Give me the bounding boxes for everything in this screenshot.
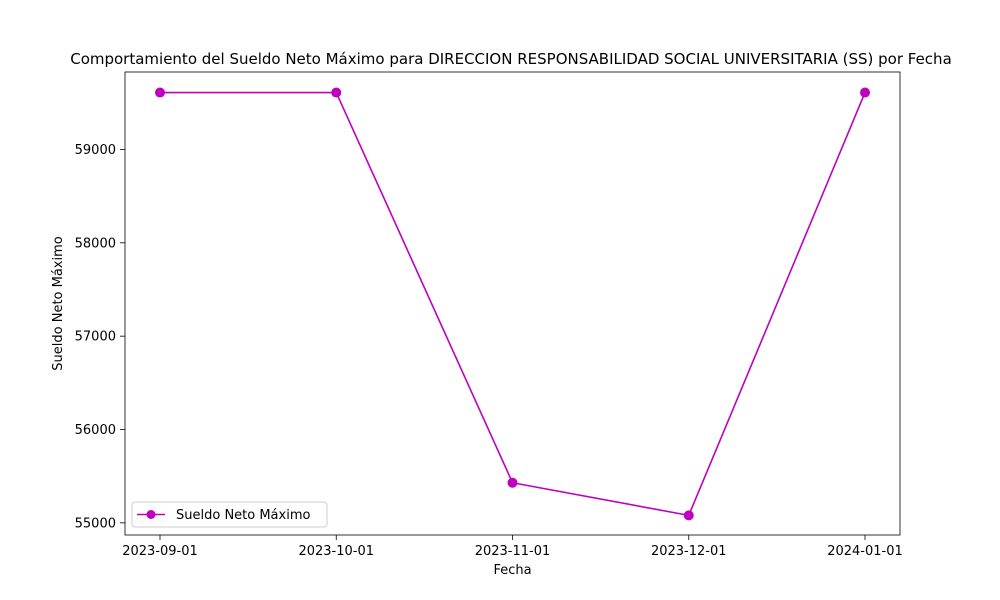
y-tick-label: 59000	[75, 143, 116, 158]
x-axis-label: Fecha	[493, 563, 531, 578]
y-tick-label: 56000	[75, 423, 116, 438]
y-tick-label: 55000	[75, 516, 116, 531]
x-tick-label: 2023-12-01	[651, 544, 727, 559]
legend-marker-swatch	[146, 510, 156, 519]
x-tick-label: 2023-10-01	[298, 544, 374, 559]
legend-box	[131, 501, 328, 528]
x-tick-label: 2024-01-01	[827, 544, 903, 559]
y-axis-label: Sueldo Neto Máximo	[51, 236, 66, 370]
data-point	[860, 87, 870, 98]
data-point	[331, 87, 342, 98]
chart-title: Comportamiento del Sueldo Neto Máximo pa…	[70, 50, 952, 68]
plot-area: 2023-09-01 2023-10-01 2023-11-01 2023-12-01…	[75, 71, 903, 559]
legend-label: Sueldo Neto Máximo	[176, 508, 310, 523]
data-point	[155, 87, 165, 98]
x-tick-label: 2023-09-01	[122, 544, 198, 559]
x-tick-label: 2023-11-01	[475, 544, 551, 559]
data-point	[683, 510, 694, 521]
y-tick-label: 58000	[75, 236, 116, 251]
data-point	[507, 477, 518, 488]
y-tick-label: 57000	[75, 330, 116, 345]
